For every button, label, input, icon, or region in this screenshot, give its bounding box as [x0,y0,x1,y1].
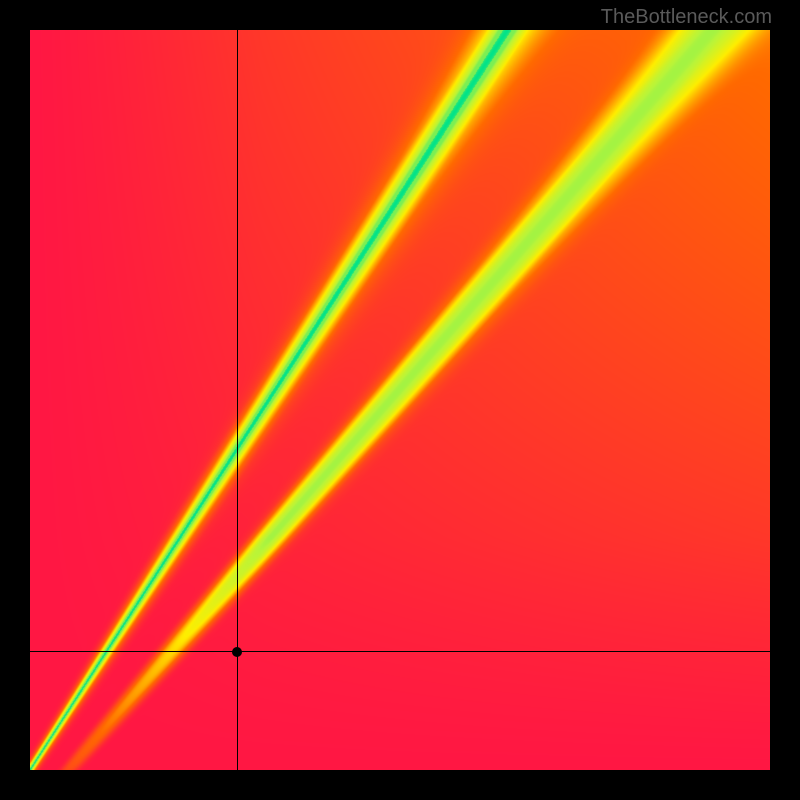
watermark-text: TheBottleneck.com [601,6,772,29]
bottleneck-heatmap [30,30,770,770]
data-point-marker [232,647,242,657]
plot-area [30,30,770,770]
crosshair-vertical [237,30,238,770]
crosshair-horizontal [30,651,770,652]
